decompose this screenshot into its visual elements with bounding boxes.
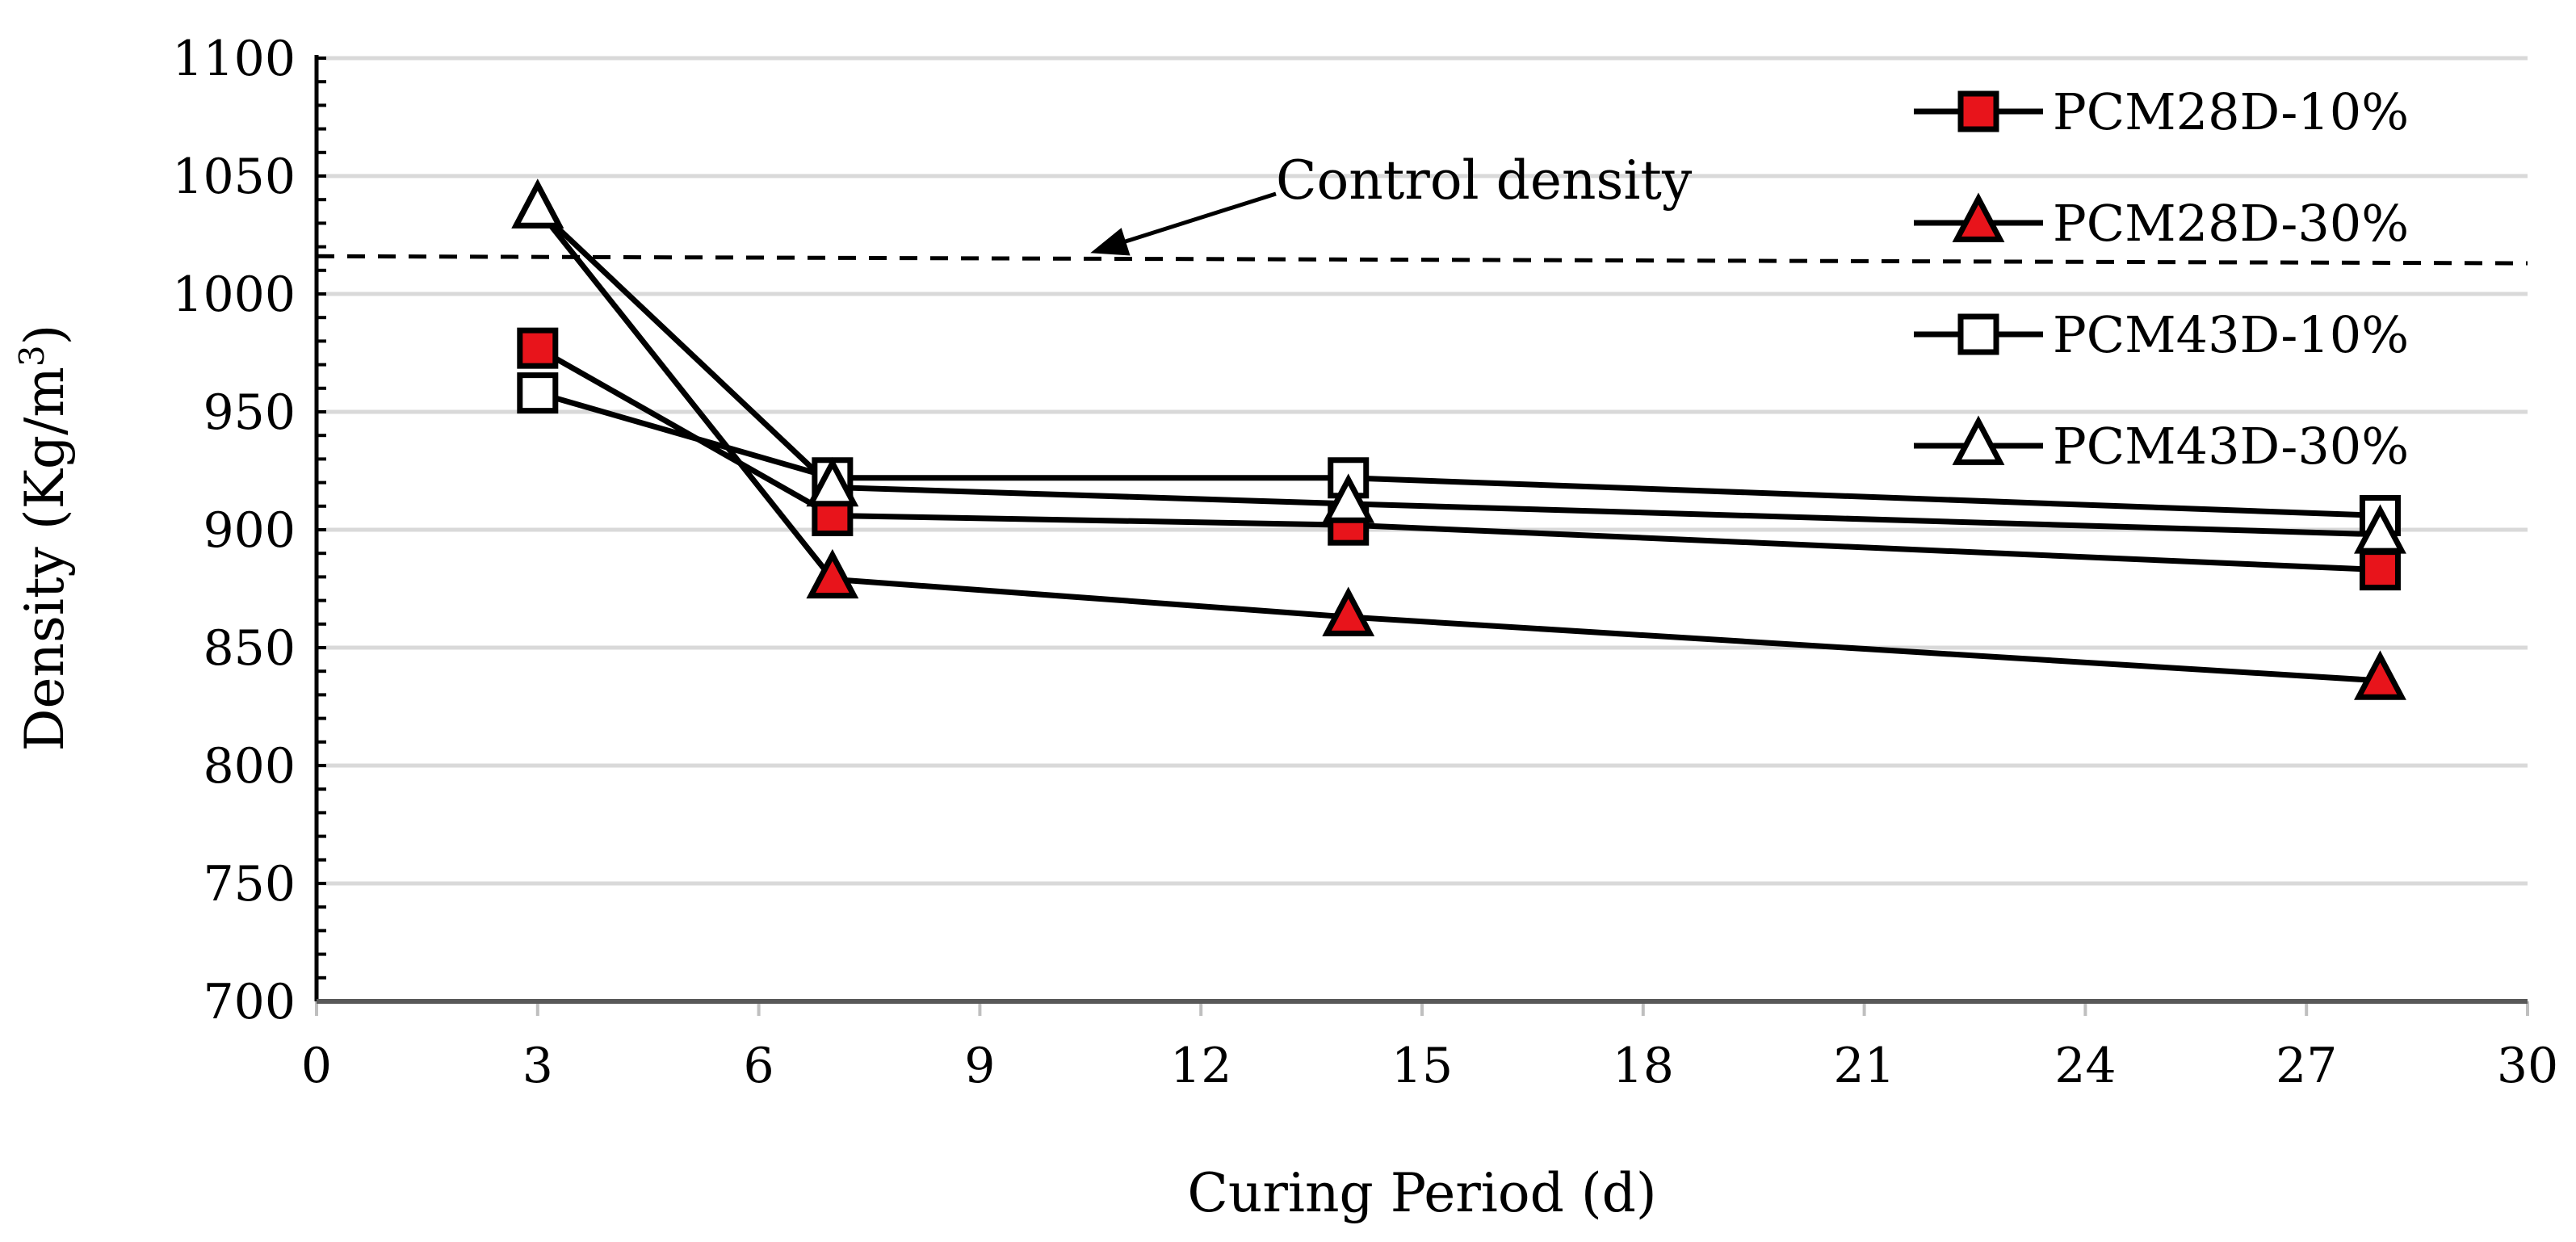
x-tick-label-15: 15	[1391, 1038, 1453, 1094]
annotation-arrow-shaft	[1114, 191, 1277, 247]
x-tick-label-30: 30	[2497, 1038, 2558, 1094]
y-axis-title-main: Density (Kg/m	[14, 367, 76, 751]
y-tick-label-950: 950	[203, 384, 296, 441]
x-tick-label-6: 6	[744, 1038, 774, 1094]
y-tick-label-900: 900	[203, 502, 296, 559]
gridlines	[317, 56, 2528, 886]
data-point-pcm43d-10pct	[517, 372, 559, 414]
legend-label-2: PCM43D-10%	[2053, 305, 2409, 364]
series-line-1	[535, 207, 2381, 684]
data-point-pcm43d-30pct	[511, 178, 564, 229]
legend-marker-3	[1952, 415, 2005, 465]
series-line-0	[536, 346, 2381, 573]
data-point-pcm28d-30pct	[2354, 650, 2406, 700]
reference-line-layer	[316, 191, 2528, 266]
y-tick-label-800: 800	[203, 738, 296, 795]
x-tick-label-27: 27	[2276, 1038, 2337, 1094]
y-axis-title-superscript: 3	[12, 345, 52, 367]
y-axis-title-close: )	[14, 325, 76, 346]
legend-label-1: PCM28D-30%	[2053, 194, 2409, 253]
data-point-pcm28d-30pct	[806, 548, 859, 599]
x-tick-label-18: 18	[1613, 1038, 1674, 1094]
x-axis-title: Curing Period (d)	[1187, 1162, 1656, 1224]
labels: Curing Period (d) Density (Kg/m3) Contro…	[12, 149, 1693, 1224]
y-tick-label-1050: 1050	[172, 149, 296, 205]
y-axis-title: Density (Kg/m3)	[12, 325, 76, 752]
y-tick-label-1000: 1000	[172, 266, 296, 323]
y-tick-label-850: 850	[203, 620, 296, 677]
annotation-arrow-head	[1090, 228, 1131, 256]
data-point-pcm43d-30pct	[806, 456, 859, 507]
legend: PCM28D-10% PCM28D-30% PCM43D-10% PCM43D-30%	[1914, 82, 2409, 476]
series-layer	[511, 178, 2406, 700]
x-tick-label-0: 0	[301, 1038, 332, 1094]
y-tick-label-750: 750	[203, 856, 296, 913]
x-tick-label-21: 21	[1833, 1038, 1894, 1094]
y-tick-label-700: 700	[203, 974, 296, 1030]
data-point-pcm28d-10pct	[2359, 549, 2401, 591]
data-point-pcm43d-30pct	[1322, 473, 1375, 523]
series-line-3	[535, 207, 2381, 538]
x-tick-label-9: 9	[964, 1038, 995, 1094]
series-line-2	[536, 390, 2381, 518]
control-density-line	[316, 254, 2528, 266]
data-point-pcm28d-30pct	[1322, 586, 1375, 636]
x-tick-label-24: 24	[2054, 1038, 2116, 1094]
legend-marker-2	[1957, 313, 1999, 355]
x-tick-label-3: 3	[522, 1038, 553, 1094]
axes: 700 750 800 850 900 950 1000 1050 1100 0 3 6 9 12 15 18…	[172, 31, 2558, 1094]
legend-label-0: PCM28D-10%	[2053, 82, 2409, 141]
x-tick-label-12: 12	[1170, 1038, 1231, 1094]
data-point-pcm28d-10pct	[517, 327, 559, 369]
legend-marker-0	[1957, 90, 1999, 132]
control-density-annotation: Control density	[1276, 149, 1693, 212]
legend-label-3: PCM43D-30%	[2053, 417, 2409, 476]
data-point-pcm43d-30pct	[2354, 504, 2406, 554]
y-tick-label-1100: 1100	[172, 31, 296, 87]
legend-marker-1	[1952, 192, 2005, 242]
